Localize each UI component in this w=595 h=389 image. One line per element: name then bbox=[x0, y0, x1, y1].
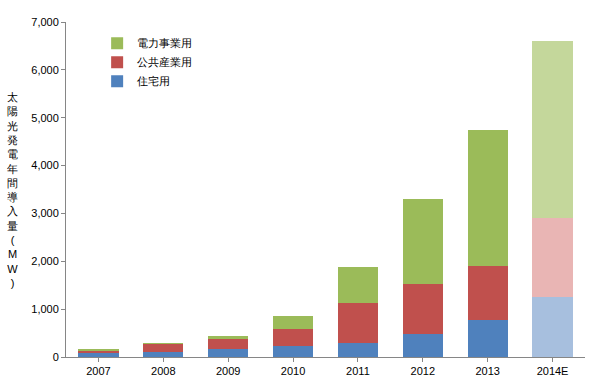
svg-text:2013: 2013 bbox=[475, 365, 499, 377]
svg-text:6,000: 6,000 bbox=[31, 64, 59, 76]
svg-text:2011: 2011 bbox=[346, 365, 370, 377]
svg-text:2009: 2009 bbox=[216, 365, 240, 377]
svg-text:2007: 2007 bbox=[86, 365, 110, 377]
svg-text:2010: 2010 bbox=[281, 365, 305, 377]
svg-text:4,000: 4,000 bbox=[31, 159, 59, 171]
svg-text:2008: 2008 bbox=[151, 365, 175, 377]
svg-text:2014E: 2014E bbox=[537, 365, 569, 377]
svg-text:2012: 2012 bbox=[411, 365, 435, 377]
svg-text:2,000: 2,000 bbox=[31, 255, 59, 267]
svg-text:1,000: 1,000 bbox=[31, 303, 59, 315]
svg-text:3,000: 3,000 bbox=[31, 207, 59, 219]
svg-text:5,000: 5,000 bbox=[31, 112, 59, 124]
svg-text:公共産業用: 公共産業用 bbox=[137, 56, 192, 68]
svg-text:7,000: 7,000 bbox=[31, 16, 59, 28]
svg-text:住宅用: 住宅用 bbox=[137, 75, 170, 87]
svg-text:太陽光発電年間導入量(MW): 太陽光発電年間導入量(MW) bbox=[7, 91, 18, 289]
svg-text:電力事業用: 電力事業用 bbox=[137, 37, 192, 49]
svg-text:0: 0 bbox=[53, 351, 59, 363]
